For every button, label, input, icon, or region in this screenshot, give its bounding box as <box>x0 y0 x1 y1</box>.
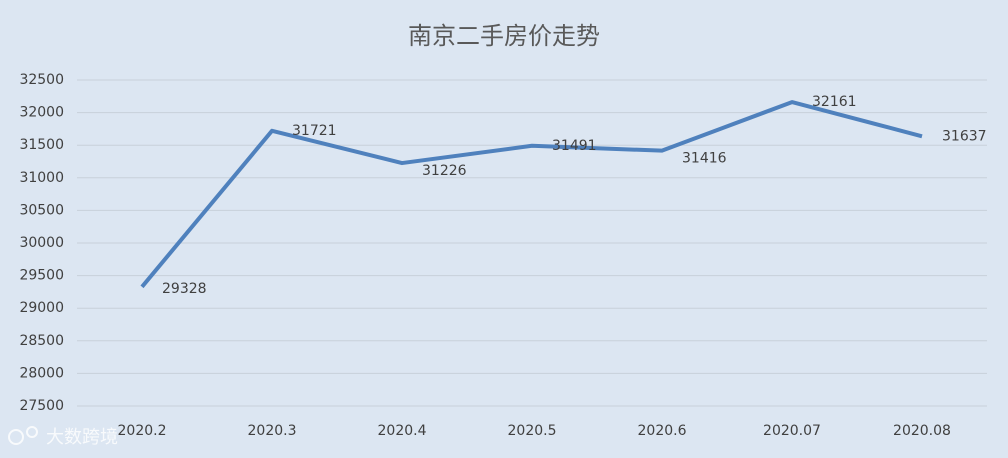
data-label: 31637 <box>942 128 987 144</box>
y-tick-label: 31000 <box>19 170 64 186</box>
data-label: 31721 <box>292 123 337 139</box>
y-tick-label: 28500 <box>19 333 64 349</box>
data-label: 31416 <box>682 151 727 167</box>
data-label: 31491 <box>552 138 597 154</box>
x-tick-label: 2020.07 <box>763 423 821 439</box>
watermark-icon <box>8 426 38 445</box>
data-label: 32161 <box>812 94 857 110</box>
y-tick-label: 30000 <box>19 235 64 251</box>
y-tick-label: 29500 <box>19 268 64 284</box>
x-tick-label: 2020.4 <box>378 423 427 439</box>
x-tick-label: 2020.5 <box>508 423 557 439</box>
y-tick-label: 32500 <box>19 72 64 88</box>
y-tick-label: 32000 <box>19 105 64 121</box>
data-label: 29328 <box>162 281 207 297</box>
x-tick-label: 2020.3 <box>248 423 297 439</box>
x-tick-label: 2020.6 <box>638 423 687 439</box>
y-tick-label: 30500 <box>19 202 64 218</box>
chart-title: 南京二手房价走势 <box>408 22 600 50</box>
y-tick-label: 29000 <box>19 300 64 316</box>
watermark: 大数跨境 <box>46 427 118 448</box>
data-label: 31226 <box>422 163 467 179</box>
x-tick-label: 2020.08 <box>893 423 951 439</box>
y-tick-label: 31500 <box>19 137 64 153</box>
x-tick-label: 2020.2 <box>118 423 167 439</box>
y-tick-label: 28000 <box>19 365 64 381</box>
y-tick-label: 27500 <box>19 398 64 414</box>
line <box>140 100 923 289</box>
